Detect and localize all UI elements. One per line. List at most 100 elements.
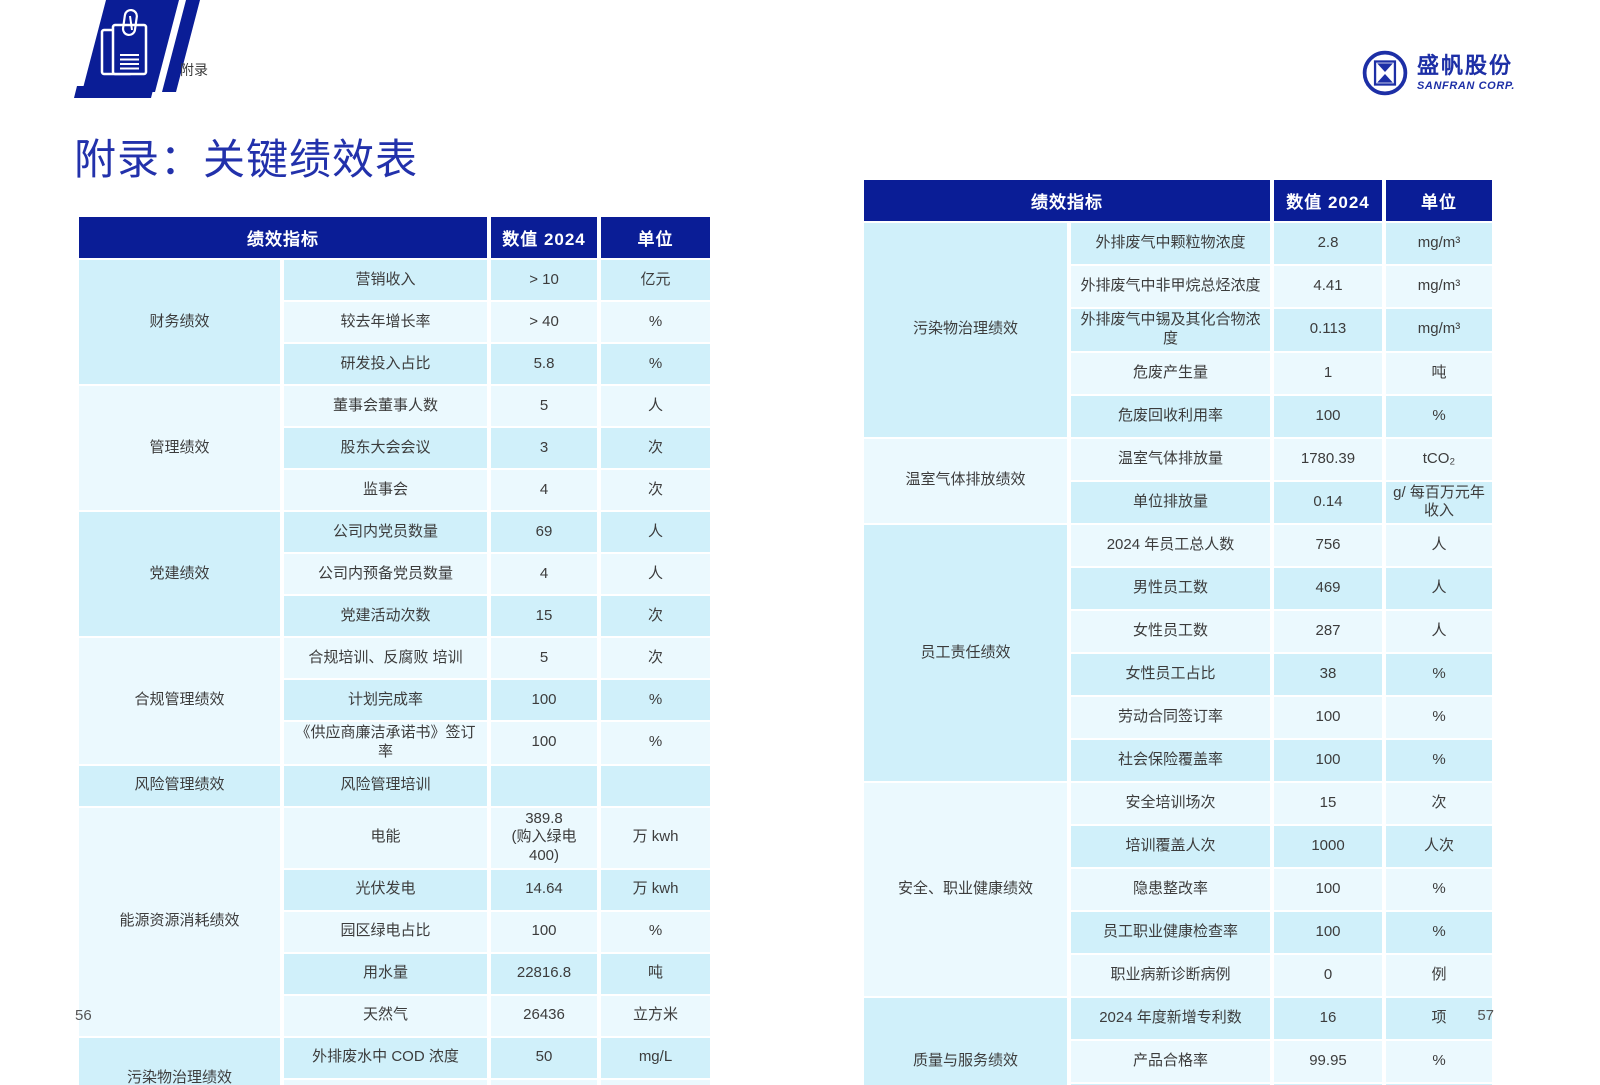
value-line2: (购入绿电 400) [511, 828, 577, 864]
value-cell: 1 [1270, 350, 1386, 396]
table-row: 培训覆盖人次 1000 人次 [862, 824, 1496, 869]
brand-logo: 盛帆股份 SANFRAN CORP. [1362, 50, 1515, 96]
value-cell: 4.41 [1270, 264, 1386, 309]
unit-cell: 次 [597, 594, 714, 638]
column-header-indicator: 绩效指标 [860, 178, 1274, 223]
value-cell: 1780.39 [1270, 436, 1386, 482]
table-row: 能源资源消耗绩效 电能 389.8 (购入绿电 400) 万 kwh [75, 805, 714, 1038]
unit-cell: 人 [1382, 609, 1496, 654]
unit-cell: 人 [1382, 523, 1496, 568]
category-cell: 合规管理绩效 [75, 636, 284, 766]
category-cell: 风险管理绩效 [75, 763, 284, 808]
table-row: 危废产生量 1 吨 [862, 350, 1496, 396]
metric-cell: 男性员工数 [1067, 566, 1274, 611]
value-cell: 0.113 [1270, 307, 1386, 353]
table-row: 监事会 4 次 [77, 468, 714, 512]
table-row: 合规管理绩效 合规培训、反腐败 培训 5 次 [75, 636, 714, 766]
value-cell: 0.14 [1270, 479, 1386, 525]
metric-cell: 计划完成率 [280, 678, 491, 722]
metric-cell: 员工职业健康检查率 [1067, 910, 1274, 955]
value-cell: 2.8 [1270, 221, 1386, 266]
table-row: 女性员工占比 38 % [862, 652, 1496, 697]
unit-cell: % [1382, 910, 1496, 955]
sanfran-emblem-icon [1362, 50, 1408, 96]
table-row: 单位排放量 0.14 g/ 每百万元年收入 [862, 479, 1496, 525]
value-cell: 100 [487, 678, 601, 722]
table-row: 外排废气中锡及其化合物浓度 0.113 mg/m³ [862, 307, 1496, 353]
value-cell: 5 [487, 636, 601, 680]
metric-cell: 外排废气中锡及其化合物浓度 [1067, 307, 1274, 353]
metric-cell: 党建活动次数 [280, 594, 491, 638]
metric-cell: 安全培训场次 [1067, 781, 1274, 826]
unit-cell: 例 [1382, 953, 1496, 998]
table-row: 污染物治理绩效 外排废气中颗粒物浓度 2.8 mg/m³ [860, 221, 1496, 439]
unit-cell: % [1382, 1082, 1496, 1085]
table-row: 计划完成率 100 % [77, 678, 714, 722]
column-header-value: 数值 2024 [1270, 178, 1386, 223]
unit-cell: 次 [597, 636, 714, 680]
table-row: 安全、职业健康绩效 安全培训场次 15 次 [860, 781, 1496, 998]
value-cell: 26436 [487, 993, 601, 1038]
metric-cell: 女性员工数 [1067, 609, 1274, 654]
value-cell: 15 [1270, 781, 1386, 826]
metric-cell: 危废产生量 [1067, 350, 1274, 396]
metric-cell: 光伏发电 [280, 867, 491, 912]
unit-cell: 万 kwh [597, 805, 714, 870]
metric-cell: 董事会董事人数 [280, 384, 491, 428]
value-cell: 389.8 (购入绿电 400) [487, 805, 601, 870]
category-cell: 能源资源消耗绩效 [75, 805, 284, 1038]
unit-cell: 人 [1382, 566, 1496, 611]
unit-cell: 人次 [1382, 824, 1496, 869]
metric-cell: 较去年增长率 [280, 300, 491, 344]
table-header-row: 绩效指标 数值 2024 单位 [860, 178, 1496, 223]
table-row: 质量与服务绩效 2024 年度新增专利数 16 项 [860, 996, 1496, 1085]
corner-badge: 附录 [66, 0, 306, 110]
table-row: 党建活动次数 15 次 [77, 594, 714, 638]
metric-cell: 社会保险覆盖率 [1067, 738, 1274, 783]
unit-cell: 人 [597, 510, 714, 554]
unit-cell: tCO₂ [1382, 436, 1496, 482]
category-cell: 财务绩效 [75, 258, 284, 386]
value-cell: 100 [1270, 738, 1386, 783]
unit-cell: mg/L [597, 1077, 714, 1085]
value-cell: 14.64 [487, 867, 601, 912]
value-cell: 15 [487, 594, 601, 638]
table-row: 研发投入占比 5.8 % [77, 342, 714, 386]
category-cell: 员工责任绩效 [860, 523, 1071, 783]
value-cell: 22816.8 [487, 951, 601, 996]
category-cell: 污染物治理绩效 [75, 1035, 284, 1085]
kpi-table-right: 绩效指标 数值 2024 单位 污染物治理绩效 外排废气中颗粒物浓度 2.8 m… [860, 178, 1496, 1085]
metric-cell: 园区绿电占比 [280, 909, 491, 954]
table-row: 产品合格率 99.95 % [862, 1039, 1496, 1084]
unit-cell: % [1382, 738, 1496, 783]
metric-cell: 《供应商廉洁承诺书》签订率 [280, 720, 491, 766]
column-header-unit: 单位 [1382, 178, 1496, 223]
metric-cell: 隐患整改率 [1067, 867, 1274, 912]
value-cell: 287 [1270, 609, 1386, 654]
value-cell: 16 [1270, 996, 1386, 1041]
value-cell: > 40 [487, 300, 601, 344]
unit-cell: 人 [597, 552, 714, 596]
metric-cell: 外排废气中颗粒物浓度 [1067, 221, 1274, 266]
category-cell: 安全、职业健康绩效 [860, 781, 1071, 998]
value-cell: 50 [487, 1035, 601, 1080]
unit-cell: 立方米 [597, 993, 714, 1038]
unit-cell: % [597, 909, 714, 954]
value-cell: 69 [487, 510, 601, 554]
metric-cell: 女性员工占比 [1067, 652, 1274, 697]
metric-cell: 营销收入 [280, 258, 491, 302]
value-cell: 100 [1270, 393, 1386, 439]
page-number-left: 56 [75, 1007, 92, 1024]
value-cell: 0 [1270, 953, 1386, 998]
unit-cell [597, 763, 714, 808]
metric-cell: 客户满意度 [1067, 1082, 1274, 1085]
unit-cell: 项 [1382, 996, 1496, 1041]
table-row: 温室气体排放绩效 温室气体排放量 1780.39 tCO₂ [860, 436, 1496, 525]
table-row: 较去年增长率 > 40 % [77, 300, 714, 344]
unit-cell: % [1382, 1039, 1496, 1084]
unit-cell: 吨 [597, 951, 714, 996]
metric-cell: 电能 [280, 805, 491, 870]
value-cell: 97.85 [1270, 1082, 1386, 1085]
metric-cell: 产品合格率 [1067, 1039, 1274, 1084]
unit-cell: 万 kwh [597, 867, 714, 912]
